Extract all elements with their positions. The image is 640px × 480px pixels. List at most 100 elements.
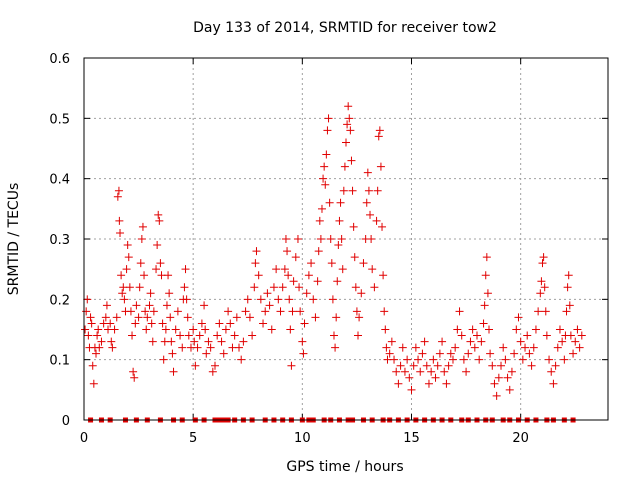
y-tick-label: 0.3 bbox=[49, 233, 70, 248]
data-point bbox=[281, 235, 290, 243]
data-point bbox=[213, 331, 222, 340]
data-point bbox=[259, 319, 268, 328]
y-tick-label: 0.5 bbox=[49, 112, 70, 127]
x-axis: 0 5 10 15 20 bbox=[80, 58, 529, 446]
data-point bbox=[564, 271, 573, 280]
data-point bbox=[462, 367, 471, 376]
data-point bbox=[190, 337, 199, 346]
data-point bbox=[254, 271, 263, 280]
data-point bbox=[108, 343, 117, 352]
data-point bbox=[132, 301, 141, 310]
data-point bbox=[180, 283, 189, 292]
data-point bbox=[226, 319, 235, 328]
data-points bbox=[81, 102, 586, 400]
data-point bbox=[339, 186, 348, 195]
data-point bbox=[529, 343, 538, 352]
data-point bbox=[202, 349, 211, 358]
data-point bbox=[274, 295, 283, 304]
data-point bbox=[328, 295, 337, 304]
y-axis: 0 0.1 0.2 0.3 0.4 0.5 0.6 bbox=[49, 52, 608, 429]
data-point bbox=[158, 319, 167, 328]
data-point bbox=[256, 295, 265, 304]
data-point bbox=[482, 253, 491, 262]
data-point bbox=[120, 295, 129, 304]
data-point bbox=[503, 373, 512, 382]
data-point bbox=[125, 283, 134, 292]
data-point bbox=[566, 331, 575, 340]
data-point bbox=[332, 313, 341, 322]
data-point bbox=[563, 283, 572, 292]
data-point bbox=[263, 289, 272, 298]
data-point bbox=[92, 349, 101, 358]
data-point bbox=[321, 180, 330, 189]
data-point bbox=[497, 361, 506, 370]
x-axis-label: GPS time / hours bbox=[286, 459, 403, 475]
data-point bbox=[138, 222, 147, 231]
data-point bbox=[473, 331, 481, 340]
x-tick-label: 20 bbox=[512, 431, 529, 446]
data-point bbox=[390, 355, 399, 364]
data-point bbox=[575, 343, 584, 352]
data-point bbox=[200, 301, 209, 310]
data-point bbox=[178, 343, 187, 352]
data-point bbox=[162, 301, 171, 310]
data-point bbox=[525, 349, 534, 358]
data-point bbox=[235, 343, 244, 352]
data-point bbox=[518, 355, 527, 364]
data-point bbox=[129, 367, 138, 376]
data-point bbox=[165, 289, 174, 298]
data-point bbox=[342, 138, 350, 147]
data-point bbox=[405, 373, 414, 382]
x-tick-label: 10 bbox=[294, 431, 311, 446]
data-point bbox=[284, 271, 293, 280]
data-point bbox=[116, 228, 125, 237]
data-point bbox=[147, 319, 156, 328]
data-point bbox=[183, 313, 192, 322]
data-point bbox=[299, 349, 308, 358]
data-point bbox=[195, 331, 204, 340]
data-point bbox=[298, 337, 307, 346]
data-point bbox=[335, 216, 344, 225]
data-point bbox=[499, 343, 508, 352]
data-point bbox=[122, 265, 131, 274]
data-point bbox=[442, 379, 451, 388]
x-tick-label: 0 bbox=[80, 431, 88, 446]
data-point bbox=[93, 331, 102, 340]
data-point bbox=[311, 313, 320, 322]
data-point bbox=[140, 271, 149, 280]
data-point bbox=[204, 337, 213, 346]
data-point bbox=[316, 235, 325, 243]
data-point bbox=[184, 331, 193, 340]
data-point bbox=[313, 277, 322, 286]
data-point bbox=[304, 271, 313, 280]
data-point bbox=[324, 114, 333, 123]
data-point bbox=[286, 325, 295, 334]
data-point bbox=[376, 162, 385, 171]
data-point bbox=[142, 325, 151, 334]
data-point bbox=[107, 337, 116, 346]
data-point bbox=[314, 247, 323, 256]
data-point bbox=[134, 313, 143, 322]
data-point bbox=[571, 337, 580, 346]
data-point bbox=[327, 259, 336, 268]
data-point bbox=[387, 337, 396, 346]
data-point bbox=[126, 307, 135, 316]
data-point bbox=[486, 349, 495, 358]
data-point bbox=[291, 253, 300, 262]
data-point bbox=[542, 331, 551, 340]
data-point bbox=[224, 307, 233, 316]
data-point bbox=[130, 373, 139, 382]
data-point bbox=[438, 337, 447, 346]
data-point bbox=[252, 247, 261, 256]
data-point bbox=[433, 361, 442, 370]
data-point bbox=[319, 174, 328, 183]
data-point bbox=[455, 307, 464, 316]
data-point bbox=[381, 325, 390, 334]
data-point bbox=[84, 331, 93, 340]
data-point bbox=[349, 222, 358, 231]
data-point bbox=[380, 307, 389, 316]
data-point bbox=[470, 343, 479, 352]
data-point bbox=[507, 367, 516, 376]
data-point bbox=[407, 385, 416, 394]
